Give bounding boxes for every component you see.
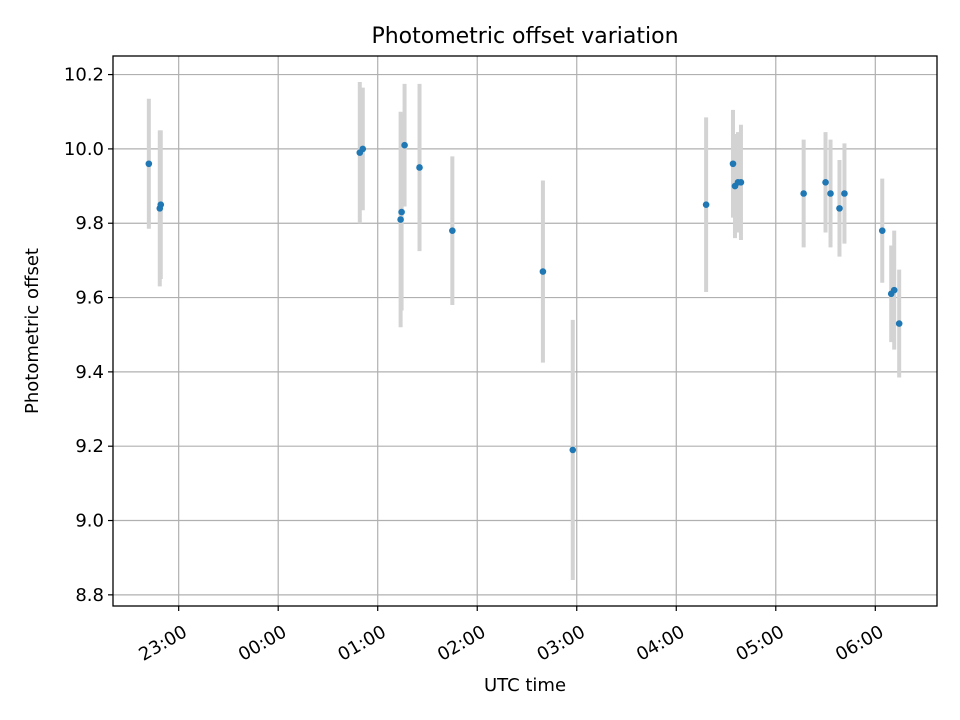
grid-layer xyxy=(113,56,937,606)
data-point xyxy=(737,179,745,186)
y-tick-label: 9.8 xyxy=(75,213,104,234)
data-point xyxy=(359,145,367,153)
x-axis-label: UTC time xyxy=(484,675,566,696)
data-point xyxy=(401,141,408,149)
data-point xyxy=(822,179,829,186)
y-tick-label: 9.6 xyxy=(75,288,104,309)
x-tick-label: 06:00 xyxy=(832,621,887,665)
data-point xyxy=(539,268,547,275)
data-point xyxy=(157,201,165,208)
y-axis-label: Photometric offset xyxy=(22,248,43,414)
data-point xyxy=(145,160,153,168)
data-point xyxy=(569,446,577,454)
x-tick-label: 05:00 xyxy=(733,621,788,665)
tick-layer: 8.8 9.0 9.2 9.4 9.6 9.8 10.0 10.2 23:00 00:00 01:0… xyxy=(64,65,888,666)
x-tick-label: 01:00 xyxy=(334,621,389,665)
y-tick-label: 9.0 xyxy=(75,511,104,532)
data-point xyxy=(397,216,404,223)
data-point xyxy=(398,208,405,216)
data-point xyxy=(895,320,903,327)
data-point xyxy=(878,227,886,234)
errorbar-layer xyxy=(146,82,902,580)
y-tick-label: 10.0 xyxy=(64,139,104,160)
y-tick-label: 9.4 xyxy=(75,362,104,383)
y-tick-label: 10.2 xyxy=(64,65,104,86)
x-tick-label: 02:00 xyxy=(434,621,489,665)
data-point xyxy=(729,160,737,168)
data-point xyxy=(841,190,848,197)
x-tick-label: 23:00 xyxy=(135,621,190,665)
x-tick-label: 04:00 xyxy=(633,621,688,665)
y-tick-label: 9.2 xyxy=(75,436,104,457)
data-point xyxy=(800,190,807,197)
x-tick-label: 00:00 xyxy=(235,621,290,665)
data-point xyxy=(890,286,898,294)
data-point xyxy=(702,201,710,208)
data-point xyxy=(449,227,456,234)
marker-layer xyxy=(145,141,903,454)
data-point xyxy=(836,205,843,212)
chart-title: Photometric offset variation xyxy=(371,24,678,49)
data-point xyxy=(827,190,834,197)
x-tick-label: 03:00 xyxy=(533,621,588,665)
y-tick-label: 8.8 xyxy=(75,585,104,606)
plot-frame xyxy=(112,55,938,607)
data-point xyxy=(416,164,423,171)
